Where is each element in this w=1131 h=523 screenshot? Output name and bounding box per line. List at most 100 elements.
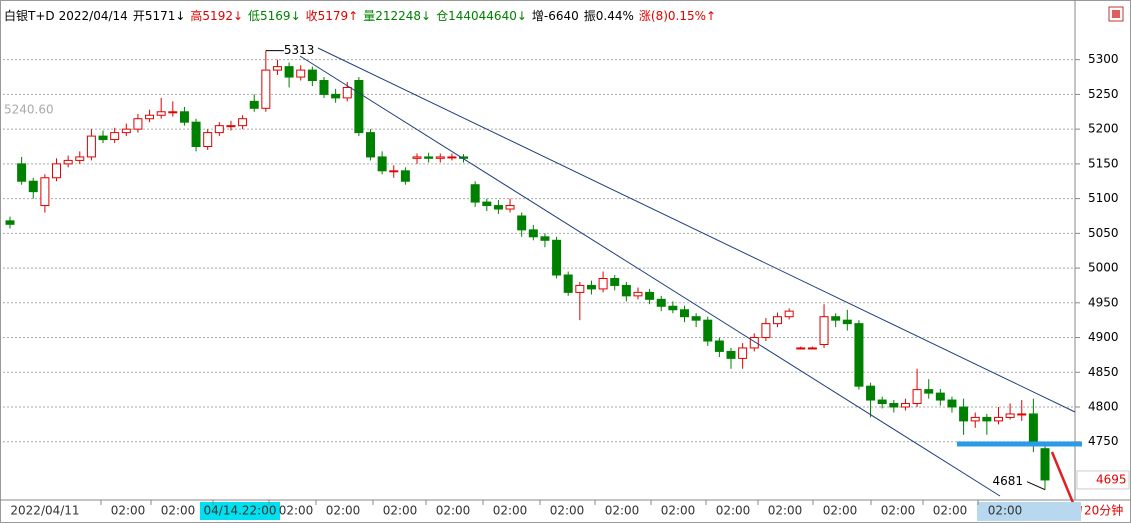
candle-body [517, 215, 527, 231]
candle-body [645, 291, 655, 300]
x-tick-label: 02:00 [383, 504, 418, 518]
candle-body [75, 156, 85, 161]
candle-body [63, 159, 73, 165]
x-tick-label: 02:00 [661, 504, 696, 518]
candle-body [621, 284, 631, 297]
candle-body [796, 347, 806, 350]
candle-body [679, 309, 689, 318]
y-tick-label: 5200 [1088, 122, 1119, 136]
crosshair-value: 5240.60 [4, 103, 54, 117]
y-tick-label: 5050 [1088, 226, 1119, 240]
candle-body [319, 80, 329, 95]
header-field: 白银T+D [4, 8, 55, 23]
candle-body [482, 201, 492, 207]
candle-body [17, 163, 27, 182]
candle-body [505, 205, 515, 210]
candle-body [354, 80, 364, 134]
candle-body [284, 66, 294, 78]
y-tick-label: 5150 [1088, 156, 1119, 170]
trend-line [317, 47, 1076, 413]
candle-body [691, 316, 701, 321]
candle-body [831, 316, 841, 321]
header-field: 高5192↓ [190, 8, 243, 23]
header-field: 量212248↓ [363, 9, 431, 23]
candle-body [912, 389, 922, 405]
x-tick-label: 02:00 [436, 504, 471, 518]
header-field: 开5171↓ [133, 9, 186, 23]
candle-body [377, 156, 387, 172]
candle-body [98, 135, 108, 141]
y-tick-label: 4900 [1088, 330, 1119, 344]
candle-body [668, 305, 678, 311]
candle-body [807, 347, 817, 350]
candle-body [819, 316, 829, 345]
x-tick-label: 02:00 [326, 504, 361, 518]
candle-body [121, 128, 131, 134]
candle-body [598, 277, 608, 290]
low-label: 4681 [992, 474, 1023, 488]
candle-body [563, 274, 573, 293]
candle-body [86, 135, 96, 158]
x-tick-label: 02:00 [823, 504, 858, 518]
candle-body [889, 403, 899, 408]
candle-body [145, 114, 155, 120]
candle-body [168, 111, 178, 114]
candle-body [296, 69, 306, 78]
candle-body [714, 340, 724, 352]
candle-body [400, 170, 410, 182]
period-label: 20分钟 [1084, 503, 1123, 518]
candle-body [959, 406, 969, 422]
plot-area [3, 50, 1075, 490]
candle-body [238, 118, 248, 127]
candle-body [924, 389, 934, 394]
candle-body [1017, 413, 1027, 416]
candle-body [656, 298, 666, 307]
settings-icon-inner [1112, 10, 1120, 18]
y-tick-label: 5000 [1088, 261, 1119, 275]
candle-body [726, 350, 736, 359]
candle-body [203, 132, 213, 148]
candle-body [877, 399, 887, 405]
y-tick-label: 5100 [1088, 191, 1119, 205]
x-tick-label: 02:00 [933, 504, 968, 518]
x-tick-label: 02:00 [279, 504, 314, 518]
candle-body [366, 132, 376, 158]
y-tick-label: 5250 [1088, 87, 1119, 101]
x-tick-label: 02:00 [161, 504, 196, 518]
trend-line [299, 55, 1001, 497]
candle-body [110, 132, 120, 141]
x-tick-label: 02:00 [111, 504, 146, 518]
candle-body [389, 170, 399, 173]
candle-body [493, 205, 503, 210]
candle-body [900, 403, 910, 408]
header-field: 仓144044640↓ [436, 9, 527, 23]
candle-body [156, 111, 166, 116]
header: 白银T+D 2022/04/14 开5171↓ 高5192↓ 低5169↓ 收5179↑ 量… [4, 8, 716, 23]
candle-body [552, 239, 562, 276]
candle-body [784, 310, 794, 318]
low-marker [1026, 481, 1046, 491]
candle-body [935, 392, 945, 401]
y-tick-label: 5300 [1088, 52, 1119, 66]
candle-body [342, 86, 352, 99]
candle-body [540, 236, 550, 241]
candle-body [993, 416, 1003, 422]
candle-body [40, 177, 50, 207]
candle-body [575, 284, 585, 293]
last-price: 4695 [1096, 472, 1127, 486]
candle-body [261, 69, 271, 109]
x-label-highlight [200, 502, 280, 520]
candle-body [633, 291, 643, 297]
candle-body [749, 337, 759, 349]
x-tick-label: 02:00 [768, 504, 803, 518]
candle-body [447, 156, 457, 159]
y-tick-label: 4800 [1088, 400, 1119, 414]
candle-body [761, 323, 771, 339]
y-tick-label: 4750 [1088, 434, 1119, 448]
x-label-highlight [977, 502, 1081, 521]
candle-body [842, 319, 852, 325]
high-label: 5313 [284, 43, 315, 57]
candle-body [703, 319, 713, 342]
